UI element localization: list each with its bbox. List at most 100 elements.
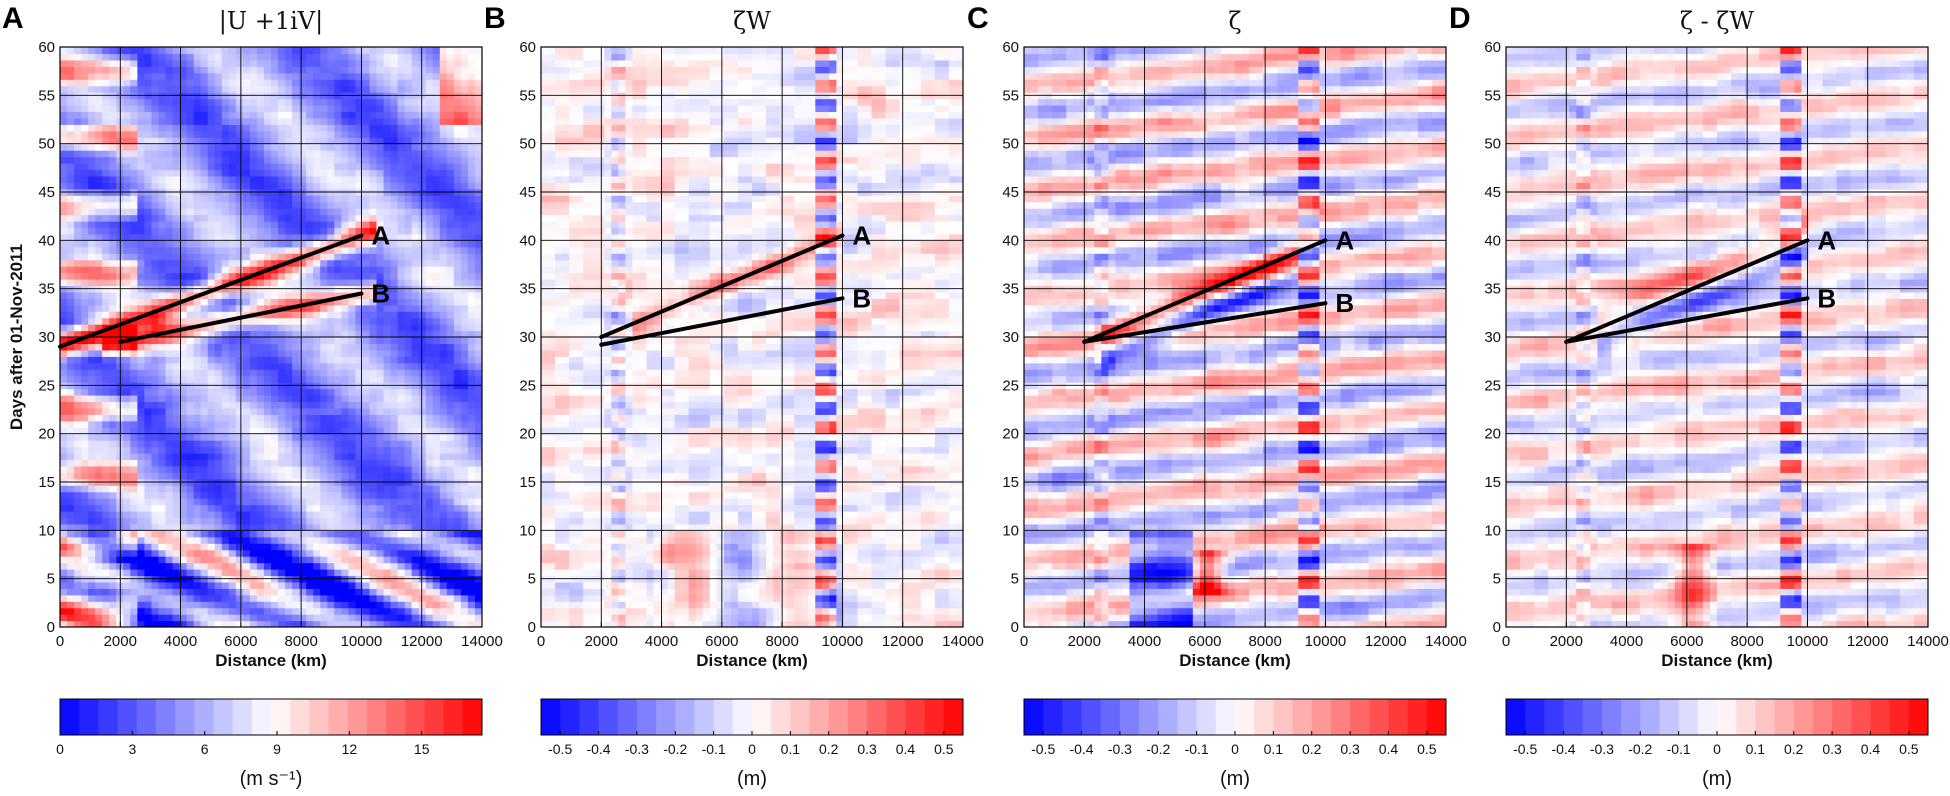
heatmap-cell (432, 504, 441, 512)
heatmap-cell (306, 156, 314, 164)
heatmap-cell (383, 156, 392, 164)
heatmap-cell (186, 117, 195, 125)
heatmap-cell (285, 491, 293, 499)
heatmap-cell (214, 182, 223, 190)
heatmap-cell (74, 66, 82, 74)
heatmap-cell (109, 369, 117, 377)
heatmap-cell (278, 594, 286, 602)
heatmap-cell (172, 614, 181, 622)
heatmap-cell (278, 530, 286, 538)
heatmap-cell (228, 491, 237, 499)
heatmap-cell (130, 240, 138, 248)
heatmap-cell (446, 517, 455, 525)
heatmap-cell (306, 433, 314, 441)
heatmap-cell (235, 465, 244, 473)
heatmap-cell (172, 517, 181, 525)
heatmap-cell (67, 511, 75, 519)
heatmap-cell (95, 317, 103, 325)
heatmap-cell (439, 227, 448, 235)
heatmap-cell (60, 562, 68, 570)
heatmap-cell (320, 543, 328, 551)
heatmap-cell (285, 504, 293, 512)
heatmap-cell (306, 523, 314, 531)
heatmap-cell (256, 253, 265, 261)
heatmap-cell (67, 536, 75, 544)
heatmap-cell (81, 614, 89, 622)
heatmap-cell (123, 59, 131, 67)
heatmap-cell (200, 465, 209, 473)
heatmap-cell (144, 298, 153, 306)
heatmap-cell (285, 291, 293, 299)
heatmap-cell (172, 453, 181, 461)
heatmap-cell (186, 124, 195, 132)
heatmap-cell (214, 53, 223, 61)
heatmap-cell (81, 440, 89, 448)
heatmap-cell (320, 195, 328, 203)
heatmap-cell (158, 117, 167, 125)
heatmap-cell (383, 259, 392, 267)
heatmap-cell (137, 523, 145, 531)
heatmap-cell (151, 221, 160, 229)
heatmap-cell (376, 472, 385, 480)
heatmap-cell (214, 530, 223, 538)
heatmap-cell (88, 420, 96, 428)
heatmap-cell (348, 221, 356, 229)
heatmap-cell (418, 182, 427, 190)
heatmap-cell (271, 72, 279, 80)
heatmap-cell (67, 208, 75, 216)
heatmap-cell (193, 79, 202, 87)
heatmap-cell (348, 227, 356, 235)
heatmap-cell (242, 317, 251, 325)
heatmap-cell (172, 79, 181, 87)
heatmap-cell (327, 485, 335, 493)
heatmap-cell (165, 620, 174, 627)
heatmap-cell (404, 240, 413, 248)
heatmap-cell (60, 620, 68, 627)
heatmap-cell (397, 279, 406, 287)
heatmap-cell (172, 349, 181, 357)
heatmap-cell (109, 472, 117, 480)
heatmap-cell (130, 343, 138, 351)
heatmap-cell (397, 427, 406, 435)
heatmap-cell (411, 530, 420, 538)
heatmap-cell (369, 569, 378, 577)
heatmap-cell (221, 401, 230, 409)
heatmap-cell (88, 343, 96, 351)
heatmap-cell (425, 607, 434, 615)
heatmap-cell (88, 562, 96, 570)
heatmap-cell (144, 105, 153, 113)
heatmap-cell (299, 356, 307, 364)
heatmap-cell (144, 349, 153, 357)
heatmap-cell (186, 79, 195, 87)
heatmap-cell (186, 453, 195, 461)
heatmap-cell (130, 523, 138, 531)
heatmap-cell (376, 130, 385, 138)
heatmap-cell (390, 279, 399, 287)
heatmap-cell (207, 246, 216, 254)
heatmap-cell (123, 453, 131, 461)
heatmap-cell (404, 150, 413, 158)
heatmap-cell (67, 427, 75, 435)
heatmap-cell (369, 221, 378, 229)
heatmap-cell (67, 395, 75, 403)
heatmap-cell (404, 227, 413, 235)
heatmap-cell (327, 453, 335, 461)
heatmap-cell (369, 143, 378, 151)
heatmap-cell (144, 523, 153, 531)
heatmap-cell (292, 465, 300, 473)
heatmap-cell (109, 59, 117, 67)
heatmap-cell (109, 130, 117, 138)
heatmap-cell (67, 105, 75, 113)
heatmap-cell (341, 440, 349, 448)
heatmap-cell (109, 259, 117, 267)
heatmap-cell (165, 407, 174, 415)
heatmap-cell (411, 266, 420, 274)
heatmap-cell (242, 620, 251, 627)
heatmap-cell (390, 388, 399, 396)
heatmap-cell (200, 517, 209, 525)
heatmap-cell (214, 562, 223, 570)
heatmap-cell (123, 594, 131, 602)
heatmap-cell (320, 556, 328, 564)
heatmap-cell (425, 233, 434, 241)
heatmap-cell (397, 72, 406, 80)
